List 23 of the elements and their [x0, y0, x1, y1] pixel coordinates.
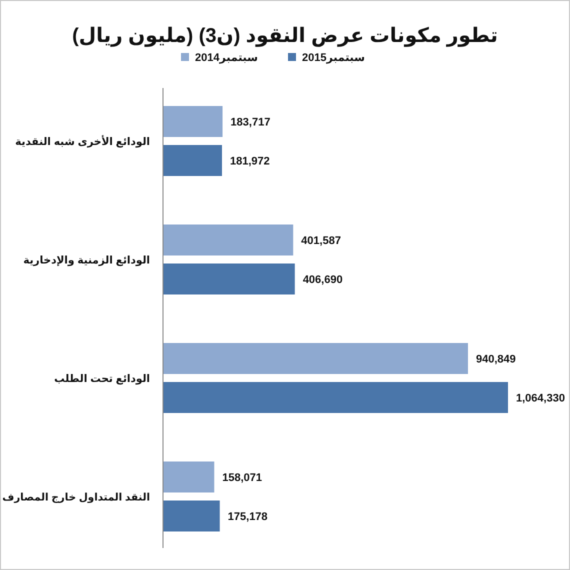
bar [163, 145, 222, 176]
legend-label: سبتمبر2014 [195, 52, 258, 64]
data-label: 1,064,330 [516, 392, 565, 404]
y-tick-label: الودائع الأخرى شبه النقدية [15, 135, 150, 148]
y-tick-label: النقد المتداول خارج المصارف [2, 492, 150, 504]
legend-label: سبتمبر2015 [302, 52, 365, 64]
data-label: 401,587 [301, 235, 341, 247]
y-tick-label: الودائع الزمنية والإدخارية [23, 254, 150, 266]
bar [163, 500, 220, 532]
data-label: 181,972 [230, 156, 270, 168]
bar [163, 264, 295, 294]
chart-title: تطور مكونات عرض النقود (ن3) (مليون ريال) [72, 25, 498, 47]
bar [163, 106, 223, 137]
y-tick-label: الودائع تحت الطلب [54, 373, 150, 385]
data-label: 183,717 [230, 116, 270, 128]
bar [163, 224, 294, 256]
bar [163, 343, 468, 374]
data-label: 175,178 [228, 511, 268, 523]
data-label: 406,690 [302, 274, 343, 286]
bar [163, 382, 508, 413]
bar [163, 462, 214, 492]
data-label: 940,849 [476, 354, 516, 366]
data-label: 158,071 [222, 472, 262, 484]
